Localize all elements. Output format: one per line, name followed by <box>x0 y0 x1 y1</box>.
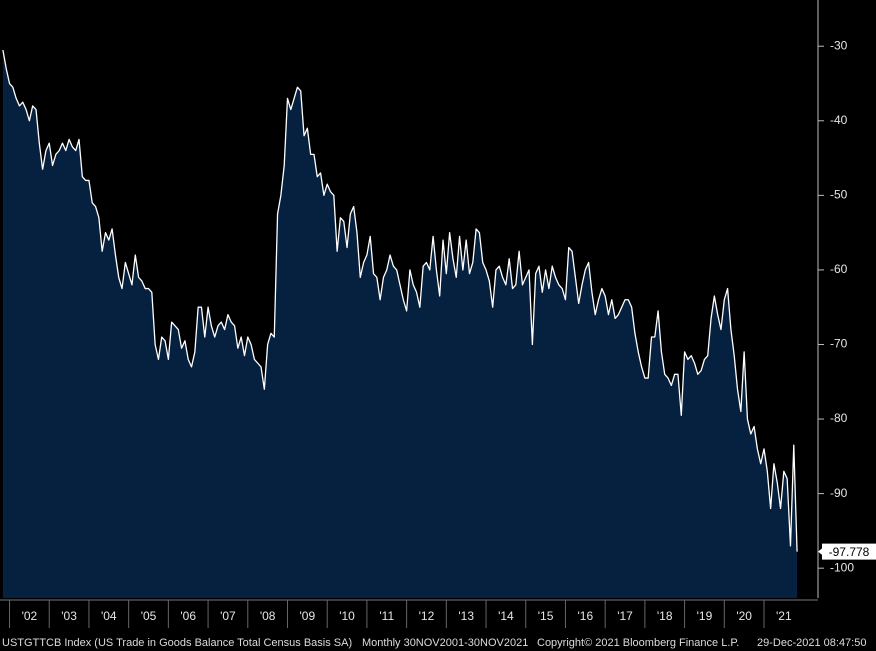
footer-text: 29-Dec-2021 08:47:50 <box>757 637 866 649</box>
footer-text: Copyright© 2021 Bloomberg Finance L.P. <box>537 637 739 649</box>
x-tick-label: '17 <box>617 609 633 623</box>
x-tick-label: '03 <box>61 609 77 623</box>
line <box>2 49 798 552</box>
y-tick-label: -60 <box>830 262 848 276</box>
x-tick-label: '20 <box>736 609 752 623</box>
last-value-box <box>822 543 876 560</box>
x-tick-label: '11 <box>379 609 394 623</box>
x-tick-label: '10 <box>339 609 355 623</box>
x-tick-label: '13 <box>458 609 474 623</box>
x-tick-label: '14 <box>498 609 514 623</box>
x-tick-label: '04 <box>101 609 117 623</box>
y-tick-label: -70 <box>830 337 848 351</box>
y-tick-label: -100 <box>830 560 854 574</box>
y-tick-label: -90 <box>830 486 848 500</box>
x-tick-label: '18 <box>657 609 673 623</box>
x-tick-label: '08 <box>260 609 276 623</box>
x-tick-label: '16 <box>577 609 593 623</box>
y-tick-label: -30 <box>830 38 848 52</box>
last-value-pointer <box>818 547 823 556</box>
y-tick-label: -80 <box>830 411 848 425</box>
area-fill <box>2 49 798 598</box>
x-tick-label: '09 <box>300 609 316 623</box>
x-tick-label: '15 <box>538 609 554 623</box>
y-tick-label: -40 <box>830 113 848 127</box>
x-tick-label: '21 <box>776 609 792 623</box>
x-tick-label: '06 <box>180 609 196 623</box>
x-tick-label: '07 <box>220 609 236 623</box>
footer-text: Monthly 30NOV2001-30NOV2021 <box>362 637 528 649</box>
y-tick-label: -50 <box>830 188 848 202</box>
x-tick-label: '02 <box>22 609 38 623</box>
footer-text: USTGTTCB Index (US Trade in Goods Balanc… <box>2 637 352 649</box>
x-tick-label: '05 <box>141 609 157 623</box>
x-tick-label: '12 <box>419 609 435 623</box>
x-tick-label: '19 <box>697 609 713 623</box>
last-value-label: -97.778 <box>829 545 870 559</box>
